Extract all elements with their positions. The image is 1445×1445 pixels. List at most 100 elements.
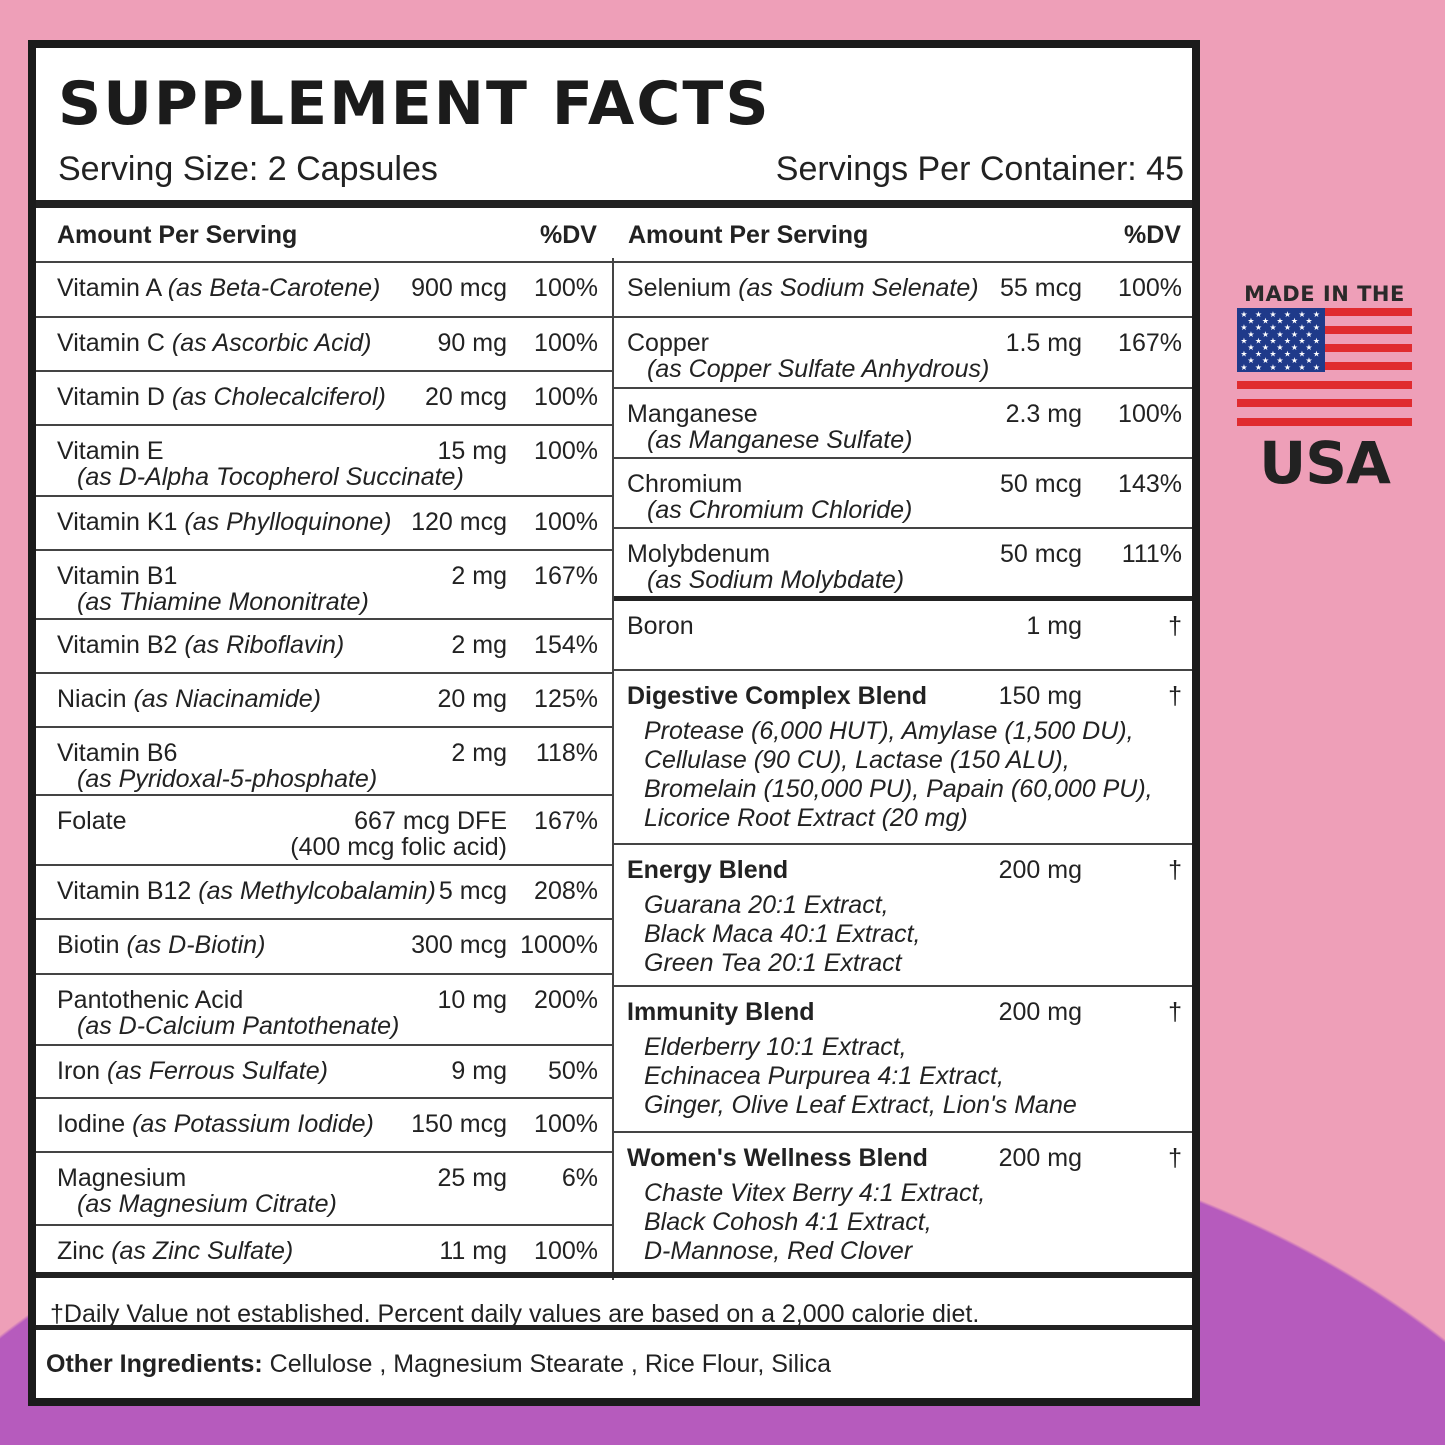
blend-ingredient: Protease (6,000 HUT), Amylase (1,500 DU)…	[644, 717, 1134, 745]
daily-value: 100%	[1118, 274, 1182, 302]
daily-value: 167%	[534, 807, 598, 835]
nutrient-amount: 20 mg	[437, 685, 507, 713]
nutrient-name: Magnesium	[57, 1164, 187, 1192]
nutrient-amount: 25 mg	[437, 1164, 507, 1192]
svg-text:★: ★	[1298, 323, 1305, 332]
nutrient-source: (as Pyridoxal-5-phosphate)	[77, 765, 378, 793]
panel-title: SUPPLEMENT FACTS	[58, 69, 771, 139]
nutrient-source: (as Niacinamide)	[133, 685, 321, 713]
nutrient-name: Folate	[57, 807, 127, 835]
nutrient-row: Vitamin B2 (as Riboflavin) 2 mg 154%	[36, 618, 612, 672]
nutrient-source: (as Ascorbic Acid)	[171, 329, 372, 357]
nutrient-name: Molybdenum	[627, 540, 771, 568]
nutrient-name: Vitamin A	[57, 274, 161, 302]
other-ingredients: Other Ingredients: Cellulose , Magnesium…	[46, 1350, 831, 1379]
nutrient-source: (as Potassium Iodide)	[132, 1110, 374, 1138]
svg-text:★: ★	[1240, 336, 1247, 345]
nutrient-row: Niacin (as Niacinamide) 20 mg 125%	[36, 672, 612, 726]
supplement-facts-panel: SUPPLEMENT FACTS Serving Size: 2 Capsule…	[28, 40, 1200, 1406]
svg-text:★: ★	[1291, 356, 1298, 365]
nutrient-name: Copper	[627, 329, 709, 357]
nutrient-name: Vitamin C	[57, 329, 165, 357]
blend-ingredient: Guarana 20:1 Extract,	[644, 891, 889, 919]
svg-text:★: ★	[1255, 310, 1262, 319]
nutrient-row: Copper (as Copper Sulfate Anhydrous) 1.5 m…	[614, 316, 1192, 387]
nutrient-source: (as D-Calcium Pantothenate)	[77, 1012, 400, 1040]
nutrient-source: (as Phylloquinone)	[184, 508, 392, 536]
nutrient-row: Boron 1 mg †	[614, 596, 1192, 669]
nutrient-row: Magnesium (as Magnesium Citrate) 25 mg 6%	[36, 1151, 612, 1224]
blend-ingredient: Cellulase (90 CU), Lactase (150 ALU),	[644, 746, 1070, 774]
nutrient-source: (as D-Biotin)	[126, 931, 266, 959]
nutrient-amount: 300 mcg	[411, 931, 507, 959]
daily-value: 154%	[534, 631, 598, 659]
nutrient-name: Digestive Complex Blend	[627, 682, 928, 710]
nutrient-name: Vitamin B6	[57, 739, 178, 767]
daily-value: 100%	[534, 508, 598, 536]
svg-text:★: ★	[1291, 343, 1298, 352]
svg-text:★: ★	[1269, 310, 1276, 319]
servings-per-container: Servings Per Container: 45	[775, 150, 1184, 188]
svg-text:★: ★	[1255, 350, 1262, 359]
daily-value: 167%	[534, 562, 598, 590]
right-amount-header: Amount Per Serving	[628, 221, 869, 249]
nutrient-name: Energy Blend	[627, 856, 789, 884]
nutrient-name: Boron	[627, 612, 694, 640]
svg-text:★: ★	[1269, 363, 1276, 372]
nutrient-name: Biotin	[57, 931, 120, 959]
svg-text:★: ★	[1313, 336, 1320, 345]
daily-value: 100%	[534, 437, 598, 465]
nutrient-row: Vitamin B6 (as Pyridoxal-5-phosphate) 2 mg…	[36, 726, 612, 794]
svg-text:★: ★	[1284, 336, 1291, 345]
blend-ingredient: Licorice Root Extract (20 mg)	[644, 804, 968, 832]
daily-value: 100%	[534, 329, 598, 357]
nutrient-amount-detail: (400 mcg folic acid)	[290, 833, 507, 861]
daily-value: 1000%	[520, 931, 598, 959]
daily-value: 118%	[535, 739, 598, 767]
svg-text:★: ★	[1313, 363, 1320, 372]
footnote: †Daily Value not established. Percent da…	[50, 1300, 980, 1328]
svg-text:★: ★	[1284, 323, 1291, 332]
blend-ingredient: Black Maca 40:1 Extract,	[644, 920, 921, 948]
right-dv-header: %DV	[1124, 221, 1181, 249]
nutrient-source: (as D-Alpha Tocopherol Succinate)	[77, 463, 464, 491]
svg-text:★: ★	[1247, 317, 1254, 326]
svg-text:★: ★	[1247, 330, 1254, 339]
svg-text:★: ★	[1262, 356, 1269, 365]
nutrient-name: Manganese	[627, 400, 758, 428]
svg-text:★: ★	[1247, 343, 1254, 352]
nutrient-amount: 1 mg	[1026, 612, 1082, 640]
daily-value: 111%	[1121, 540, 1182, 568]
svg-text:★: ★	[1305, 330, 1312, 339]
left-dv-header: %DV	[540, 221, 597, 249]
nutrient-amount: 20 mcg	[425, 383, 507, 411]
blend-ingredient: Black Cohosh 4:1 Extract,	[644, 1208, 932, 1236]
nutrient-amount: 1.5 mg	[1005, 329, 1082, 357]
left-amount-header: Amount Per Serving	[57, 221, 298, 249]
nutrient-amount: 150 mcg	[411, 1110, 507, 1138]
daily-value: 167%	[1118, 329, 1182, 357]
svg-text:★: ★	[1284, 363, 1291, 372]
made-in-the-text: MADE IN THE	[1244, 282, 1405, 306]
usa-text: USA	[1259, 429, 1391, 497]
nutrient-row: Vitamin C (as Ascorbic Acid) 90 mg 100%	[36, 316, 612, 370]
daily-value: 143%	[1118, 470, 1182, 498]
column-divider	[612, 258, 614, 1280]
nutrient-amount: 667 mcg DFE	[354, 807, 507, 835]
other-divider	[36, 1325, 1192, 1330]
nutrient-name: Pantothenic Acid	[57, 986, 244, 1014]
svg-text:★: ★	[1313, 350, 1320, 359]
nutrient-source: (as Manganese Sulfate)	[647, 426, 913, 454]
nutrient-name: Immunity Blend	[627, 998, 815, 1026]
svg-text:★: ★	[1247, 356, 1254, 365]
blend-ingredient: D-Mannose, Red Clover	[644, 1237, 913, 1265]
nutrient-amount: 150 mg	[998, 682, 1082, 710]
nutrient-row: Molybdenum (as Sodium Molybdate) 50 mcg 111…	[614, 527, 1192, 596]
svg-text:★: ★	[1262, 330, 1269, 339]
nutrient-amount: 200 mg	[998, 856, 1082, 884]
svg-text:★: ★	[1240, 310, 1247, 319]
blend-ingredient: Ginger, Olive Leaf Extract, Lion's Mane	[644, 1091, 1077, 1119]
nutrient-name: Vitamin B2	[57, 631, 178, 659]
nutrient-source: (as Magnesium Citrate)	[77, 1190, 337, 1218]
daily-value: †	[1168, 612, 1182, 640]
